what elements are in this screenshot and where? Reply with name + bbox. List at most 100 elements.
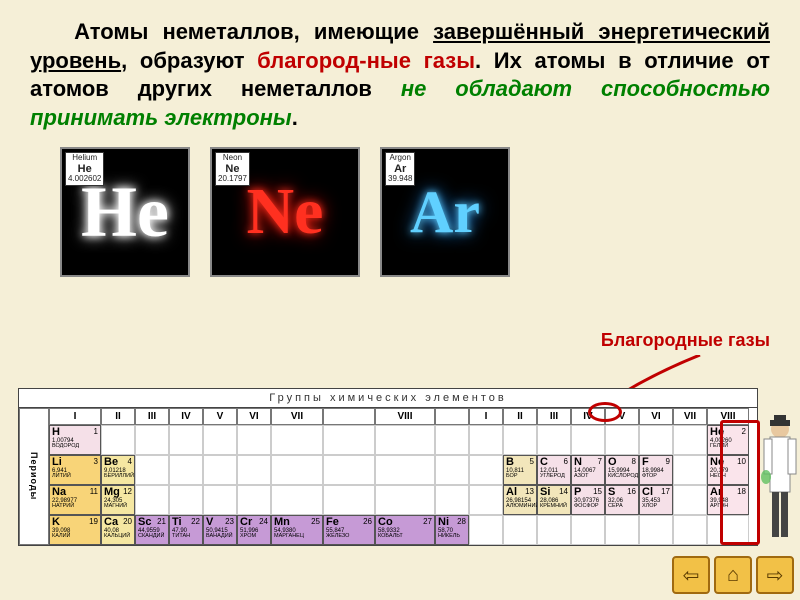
empty-cell [503, 425, 537, 455]
empty-cell [169, 425, 203, 455]
element-cell: 3Li6,941ЛИТИЙ [49, 455, 101, 485]
empty-cell [237, 455, 271, 485]
group-header: VIII [375, 408, 435, 425]
empty-cell [537, 425, 571, 455]
empty-cell [435, 425, 469, 455]
group-header: III [537, 408, 571, 425]
empty-cell [503, 515, 537, 545]
group-header: VII [271, 408, 323, 425]
empty-cell [203, 425, 237, 455]
empty-cell [673, 515, 707, 545]
neon-tile-neon: Neon Ne 20.1797 Ne [210, 147, 360, 277]
group-header: IV [169, 408, 203, 425]
empty-cell [537, 515, 571, 545]
element-cell: 1H1,00794ВОДОРОД [49, 425, 101, 455]
periodic-table: Группы химических элементов ПериодыIIIII… [18, 388, 758, 546]
group-header: VI [639, 408, 673, 425]
element-cell: 23V50,9415ВАНАДИЙ [203, 515, 237, 545]
element-cell: 28Ni58,70НИКЕЛЬ [435, 515, 469, 545]
empty-cell [673, 455, 707, 485]
group-header: IV [571, 408, 605, 425]
empty-cell [323, 485, 375, 515]
element-cell: 10Ne20,179НЕОН [707, 455, 749, 485]
text-part-2: , образуют [121, 48, 257, 73]
empty-cell [237, 425, 271, 455]
empty-cell [639, 515, 673, 545]
element-cell: 14Si28,086КРЕМНИЙ [537, 485, 571, 515]
empty-cell [203, 485, 237, 515]
element-cell: 9F18,9984ФТОР [639, 455, 673, 485]
neon-tile-helium: Helium He 4.002602 He [60, 147, 190, 277]
argon-symbol: Ar [410, 178, 480, 247]
neon-tile-argon: Argon Ar 39.948 Ar [380, 147, 510, 277]
empty-cell [469, 455, 503, 485]
empty-cell [203, 455, 237, 485]
element-cell: 20Ca40,08КАЛЬЦИЙ [101, 515, 135, 545]
text-red: благород-ные газы [257, 48, 475, 73]
empty-cell [469, 485, 503, 515]
empty-cell [673, 485, 707, 515]
empty-cell [237, 485, 271, 515]
noble-gases-label: Благородные газы [601, 330, 770, 351]
empty-cell [135, 485, 169, 515]
group-header: I [469, 408, 503, 425]
element-cell: 11Na22,98977НАТРИЙ [49, 485, 101, 515]
group-header: V [203, 408, 237, 425]
empty-cell [323, 425, 375, 455]
group-header: V [605, 408, 639, 425]
element-cell: 26Fe55,847ЖЕЛЕЗО [323, 515, 375, 545]
empty-cell [673, 425, 707, 455]
empty-cell [469, 515, 503, 545]
element-cell: 5B10,811БОР [503, 455, 537, 485]
main-paragraph: Атомы неметаллов, имеющие завершённый эн… [0, 0, 800, 142]
empty-cell [639, 425, 673, 455]
element-cell: 4Be9,01218БЕРИЛЛИЙ [101, 455, 135, 485]
group-header: VI [237, 408, 271, 425]
periods-axis-label: Периоды [19, 408, 49, 545]
element-cell: 12Mg24,305МАГНИЙ [101, 485, 135, 515]
empty-cell [469, 425, 503, 455]
empty-cell [375, 425, 435, 455]
element-cell: 24Cr51,996ХРОМ [237, 515, 271, 545]
empty-cell [323, 455, 375, 485]
empty-cell [571, 515, 605, 545]
element-cell: 21Sc44,9559СКАНДИЙ [135, 515, 169, 545]
element-cell: 27Co58,9332КОБАЛЬТ [375, 515, 435, 545]
group-header: II [101, 408, 135, 425]
empty-cell [435, 455, 469, 485]
element-cell: 2He4,00260ГЕЛИЙ [707, 425, 749, 455]
element-cell: 7N14,0067АЗОТ [571, 455, 605, 485]
element-cell: 15P30,97376ФОСФОР [571, 485, 605, 515]
element-cell: 25Mn54,9380МАРГАНЕЦ [271, 515, 323, 545]
neon-tag: Neon Ne 20.1797 [215, 152, 250, 186]
empty-cell [375, 485, 435, 515]
empty-cell [271, 485, 323, 515]
neon-images-row: Helium He 4.002602 He Neon Ne 20.1797 Ne… [0, 142, 800, 282]
element-cell: 13Al26,98154АЛЮМИНИЙ [503, 485, 537, 515]
argon-tag: Argon Ar 39.948 [385, 152, 415, 186]
element-cell: 6C12,011УГЛЕРОД [537, 455, 571, 485]
group-header [323, 408, 375, 425]
empty-cell [271, 455, 323, 485]
empty-cell [135, 425, 169, 455]
group-header: III [135, 408, 169, 425]
element-cell: 19K39,098КАЛИЙ [49, 515, 101, 545]
group-header [435, 408, 469, 425]
empty-cell [271, 425, 323, 455]
nav-home-button[interactable]: ⌂ [714, 556, 752, 594]
text-part-1: Атомы неметаллов, имеющие [74, 19, 433, 44]
empty-cell [135, 455, 169, 485]
neon-symbol: Ne [247, 174, 324, 250]
element-cell: 17Cl35,453ХЛОР [639, 485, 673, 515]
empty-cell [707, 515, 749, 545]
ptable-title: Группы химических элементов [19, 389, 757, 408]
helium-tag: Helium He 4.002602 [65, 152, 104, 186]
empty-cell [101, 425, 135, 455]
text-part-4: . [292, 105, 298, 130]
nav-prev-button[interactable]: ⇦ [672, 556, 710, 594]
empty-cell [605, 515, 639, 545]
group-header: I [49, 408, 101, 425]
empty-cell [169, 485, 203, 515]
element-cell: 22Ti47,90ТИТАН [169, 515, 203, 545]
nav-next-button[interactable]: ⇨ [756, 556, 794, 594]
